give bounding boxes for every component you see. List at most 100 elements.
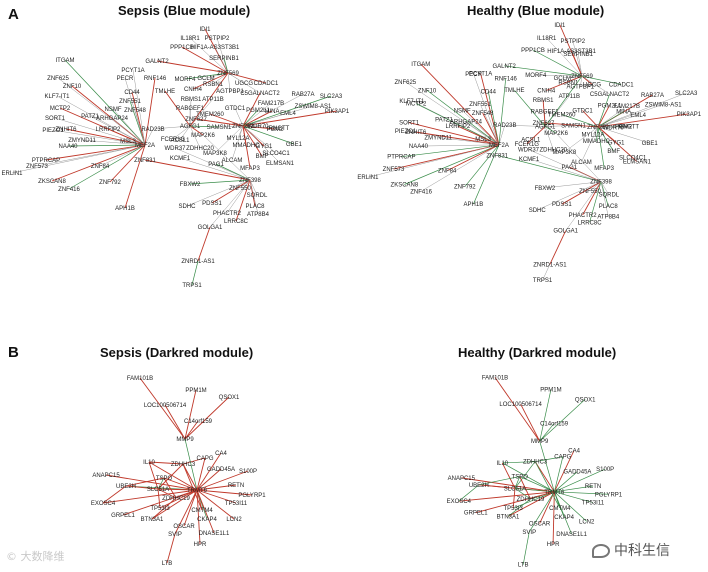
gene-label: QSOX1 [219,395,240,401]
edge [554,491,572,535]
edge [231,125,244,161]
edge [597,93,610,128]
gene-label: LCN2 [579,519,595,525]
edge [163,477,177,499]
gene-label: IL10 [496,461,508,467]
gene-label: MEF2A [489,143,509,149]
edge [125,485,159,490]
edge [478,484,516,489]
edge [554,485,594,493]
gene-label: SERPINB1 [563,52,593,58]
gene-label: PGM2L1 [598,103,622,109]
gene-label: PHACTR2 [213,211,242,217]
edge [542,264,551,281]
gene-label: PCYT1A [121,68,144,74]
edge [131,91,146,146]
edge [182,463,203,511]
edge [367,144,499,178]
edge [544,181,602,189]
gene-label: KLF7-IT1 [399,99,425,105]
edge [227,72,267,84]
gene-label: CAPG [196,456,213,462]
edge [597,126,614,152]
gene-label: TSPO [512,475,529,481]
gene-label: SQRDL [247,193,268,199]
gene-label: RSBN1 [558,81,579,87]
watermark-right: 中科生信 [592,540,670,560]
gene-label: CA4 [215,451,227,457]
gene-label: SAMSN1 [207,125,232,131]
gene-label: RETN [585,484,601,490]
gene-label: S100P [239,469,257,475]
gene-label: MMP9 [531,439,549,445]
edge [227,72,261,94]
edge [504,124,546,127]
edge [552,491,555,544]
edge [189,125,204,136]
edge [546,75,583,91]
edge [600,181,610,195]
edge [462,110,500,145]
edge [532,49,583,77]
gene-label: SLC2A3 [675,91,698,97]
gene-label: GYG1 [608,140,625,146]
edge [458,491,555,502]
edge [545,125,574,127]
edge [458,484,480,502]
edge [242,109,259,127]
edge [514,487,555,493]
gene-label: ZMYND11 [68,138,96,144]
gene-label: SLCO4C1 [619,155,647,161]
gene-label: LCN2 [226,517,242,523]
gene-label: FCER1G [515,142,540,148]
edge [172,125,191,140]
gene-label: PSTPIP2 [205,36,230,42]
gene-label: WDR70 [247,124,269,130]
edge [539,491,555,524]
edge [209,179,251,228]
gene-label: ACSL1 [521,138,541,144]
gene-label: PAG1 [562,165,578,171]
edge [152,125,191,130]
edge [534,461,561,509]
edge [65,128,146,146]
gene-label: MINA [265,109,280,115]
gene-label: ZNHIT6 [405,130,427,136]
gene-label: GCLM [554,76,571,82]
panel-letter-a: A [8,6,19,23]
edge [554,471,578,493]
gene-label: RNF146 [144,76,167,82]
gene-label: MYL12A [226,136,249,142]
edge [107,128,146,146]
edges-sepsis-darkred [102,377,253,564]
gene-label: DNASE1L1 [556,532,587,538]
gene-label: ERLIN1 [357,175,379,181]
edge [544,126,554,150]
gene-label: WDR70 [603,126,625,132]
edge [242,92,261,127]
gene-label: PPP1CB [521,48,545,54]
edge [473,73,500,145]
gene-label: TRPS1 [182,283,202,289]
edges-sepsis-blue [11,28,338,286]
edge [401,144,499,158]
edge [159,489,198,509]
edge [197,226,211,262]
gene-label: MINA [616,110,631,116]
edge [189,37,229,74]
edge [249,179,259,215]
gene-label: PAG1 [208,162,224,168]
edge [497,154,602,183]
edge [202,134,251,181]
edge [214,46,229,74]
gene-label: TMEM260 [548,113,576,119]
edge [554,491,609,495]
edge [249,179,258,196]
edge [242,125,280,129]
edge [196,470,249,491]
gene-label: ELMSAN1 [266,161,295,167]
gene-label: ZNF84 [91,164,110,170]
gene-label: ZNF10 [63,84,82,90]
